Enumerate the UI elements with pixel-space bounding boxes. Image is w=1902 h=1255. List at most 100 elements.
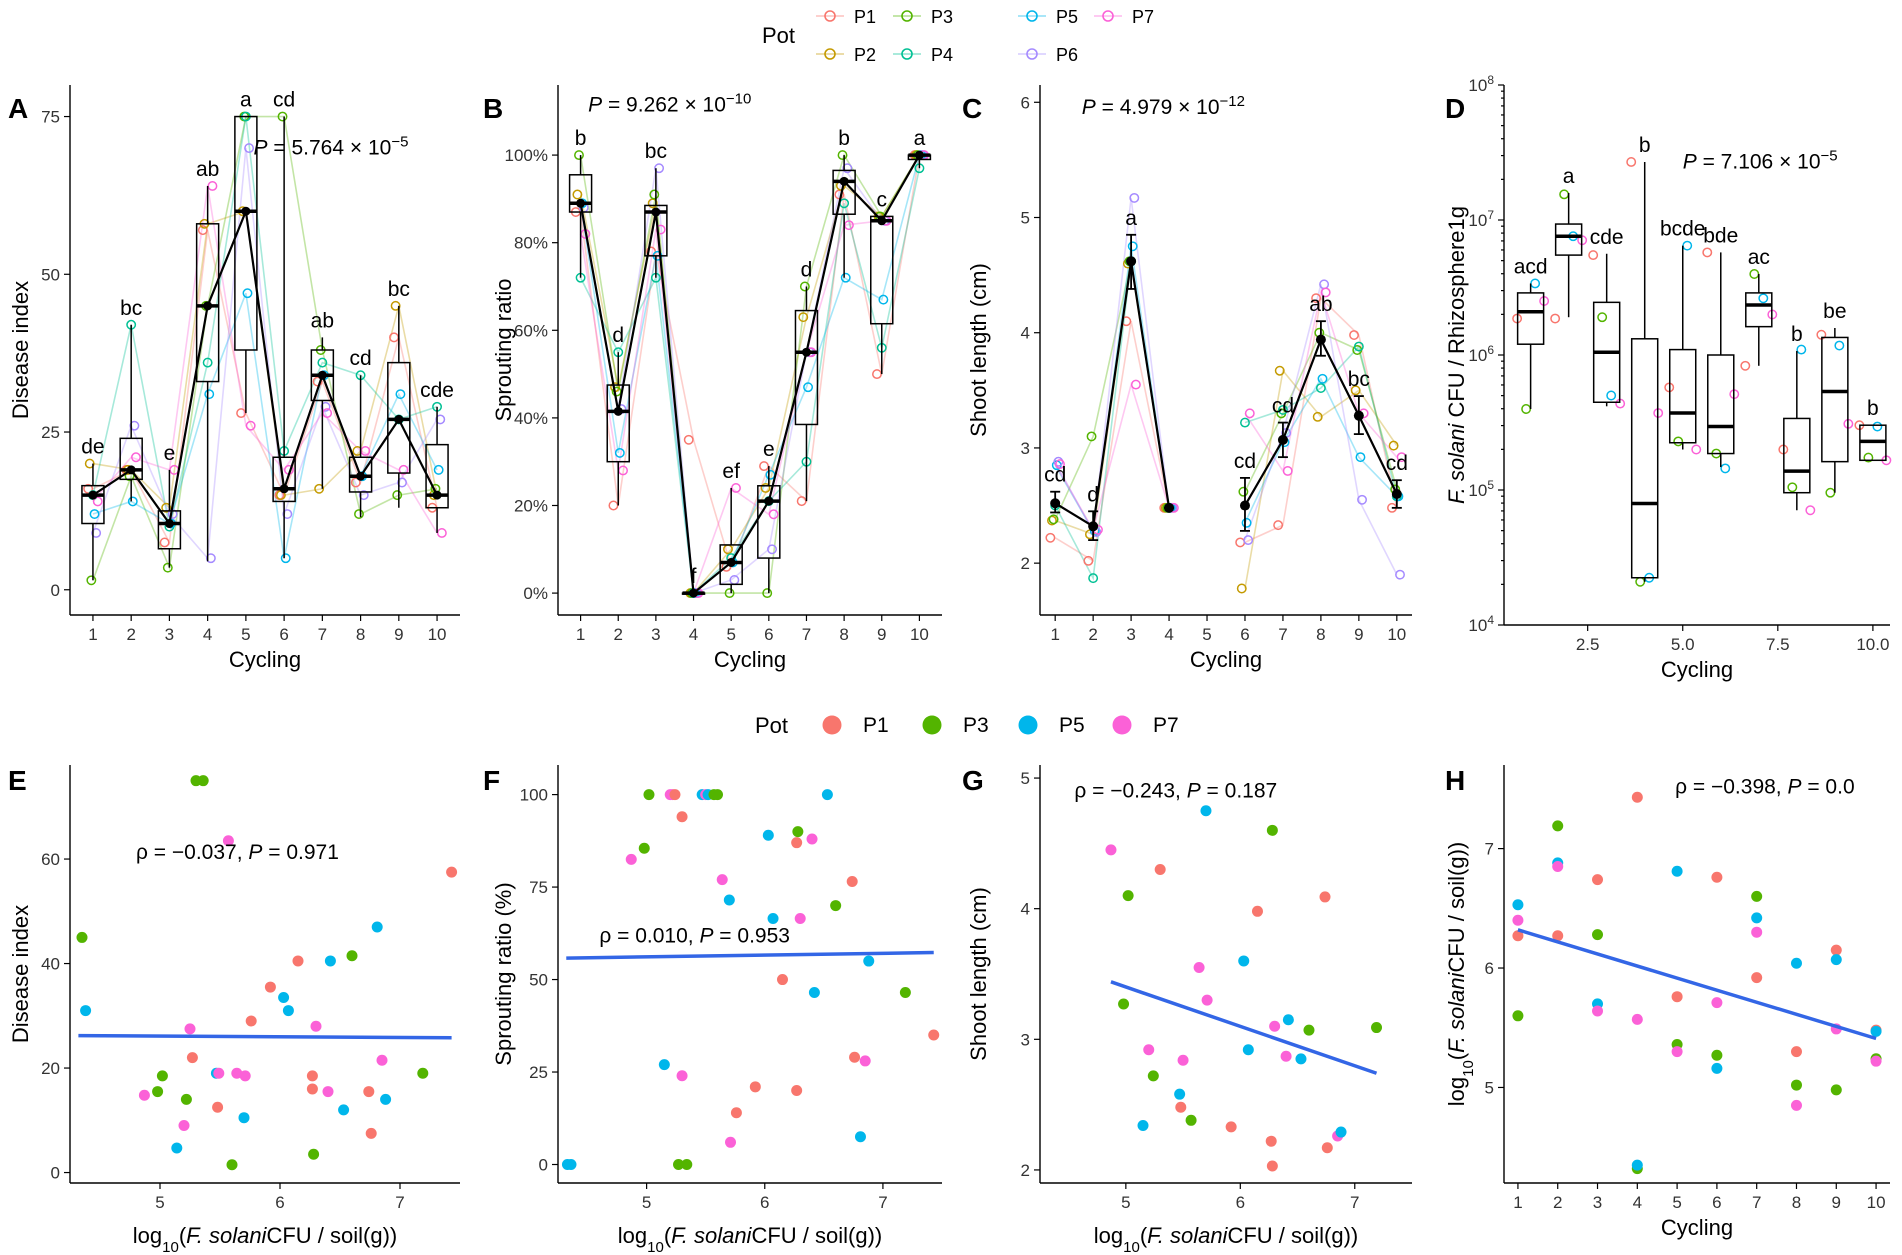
legend-label-p3: P3 (931, 7, 953, 27)
data-point-p4 (1277, 404, 1288, 415)
data-point-p6 (654, 163, 665, 174)
data-point-p1 (365, 1127, 377, 1139)
data-point-p5 (1834, 340, 1845, 351)
y-axis-title: F. solani CFU / Rhizosphere1g (1444, 206, 1469, 504)
y-tick-label: 60 (41, 850, 60, 869)
box-rect (644, 204, 668, 257)
data-point-p3 (1597, 312, 1608, 323)
legend-label-p7: P7 (1132, 7, 1154, 27)
panel-g: 5 6 7 2 3 4 5 log10(F. solaniCFU / soil(g)) Shoo… (962, 765, 1412, 1255)
data-point-p1 (312, 376, 323, 387)
data-point-p3 (197, 775, 209, 787)
data-point-p5 (1242, 1044, 1254, 1056)
data-point-p3 (1830, 1084, 1842, 1096)
data-point-p6 (767, 544, 777, 555)
mean-line (1244, 336, 1398, 507)
y-tick-label: 4 (1021, 324, 1030, 343)
data-point-p2 (84, 458, 95, 469)
legend-key-p2 (824, 48, 836, 60)
x-tick-label: 8 (356, 625, 365, 644)
data-point-p2 (572, 189, 583, 200)
data-point-p3 (1371, 1022, 1383, 1034)
data-point-p7 (676, 1070, 688, 1082)
data-point-p5 (1711, 1062, 1723, 1074)
y-tick-label: 50 (529, 971, 548, 990)
box-rect (425, 443, 449, 509)
data-point-p3 (1118, 998, 1130, 1010)
data-point-p5 (1335, 1126, 1347, 1138)
data-point-p3 (1521, 404, 1532, 414)
x-tick-label: 5.0 (1671, 635, 1695, 654)
correlation-annotation: ρ = −0.398, P = 0.0 (1675, 776, 1855, 799)
data-point-p3 (649, 189, 660, 200)
y-tick-label: 60% (514, 321, 548, 340)
data-point-p1 (928, 1029, 940, 1041)
data-point-p1 (1235, 537, 1246, 548)
data-point-p3 (86, 575, 97, 586)
data-point-p3 (1673, 436, 1684, 447)
data-point-p3 (712, 789, 724, 801)
y-tick-label: 106 (1468, 343, 1494, 365)
significance-letter: d (1087, 483, 1099, 506)
data-point-p1 (1671, 991, 1683, 1003)
data-point-p7 (1592, 1005, 1604, 1017)
data-point-p3 (1185, 1114, 1197, 1126)
box-rect (606, 384, 630, 463)
y-tick-label: 25 (529, 1063, 548, 1082)
legend-mid-title: Pot (755, 713, 788, 738)
data-point-p6 (842, 163, 853, 174)
data-point-p1 (1045, 532, 1056, 543)
legend-label-p6: P6 (1056, 45, 1078, 65)
legend-key-p3 (922, 715, 942, 735)
x-tick-label: 8 (1792, 1193, 1801, 1212)
data-point-p1 (1711, 871, 1723, 883)
legend-label-p1: P1 (854, 7, 876, 27)
data-point-p7 (1790, 1099, 1802, 1111)
data-point-p1 (683, 434, 694, 445)
data-point-p7 (1282, 466, 1293, 476)
data-point-p3 (1787, 482, 1798, 493)
data-point-p5 (854, 1131, 866, 1143)
correlation-annotation: ρ = −0.243, P = 0.187 (1074, 780, 1277, 803)
data-point-p7 (184, 1023, 196, 1035)
legend-top: Pot P1 P2 P3 P4 P5 P6 P7 (762, 7, 1154, 65)
data-point-p1 (1154, 864, 1166, 875)
data-point-p5 (338, 1104, 350, 1116)
data-point-p6 (358, 490, 369, 501)
data-point-p2 (760, 483, 771, 493)
y-tick-label: 100 (520, 786, 548, 805)
regression-line (566, 950, 934, 960)
data-point-p3 (1303, 1024, 1315, 1036)
data-point-p7 (1269, 1020, 1281, 1032)
data-point-p1 (1552, 930, 1564, 942)
y-tick-label: 75 (529, 878, 548, 897)
y-tick-label: 5 (1021, 209, 1030, 228)
significance-letter: d (612, 324, 624, 347)
mean-point (764, 496, 774, 506)
mean-point (1088, 521, 1099, 532)
y-tick-label: 20 (41, 1059, 60, 1078)
panel-f: 5 6 7 0 25 50 75 100 log10(F. solaniCFU / soil(g… (483, 765, 942, 1255)
pot-trace-p7 (1054, 381, 1170, 532)
data-point-p7 (1751, 926, 1763, 938)
data-point-p5 (282, 1005, 294, 1017)
data-point-p7 (655, 224, 666, 235)
panel-letter: B (483, 93, 503, 124)
panel-letter: A (8, 93, 28, 124)
y-tick-label: 108 (1468, 73, 1494, 95)
panel-letter: E (8, 765, 27, 796)
significance-letter: a (1125, 207, 1137, 230)
data-point-p7 (207, 181, 218, 191)
data-point-p3 (830, 900, 842, 912)
data-point-p7 (1711, 997, 1723, 1009)
panel-d: 2.5 5.0 7.5 10.0 104 105 106 107 108 Cycling F. so… (1444, 73, 1892, 682)
data-point-p5 (280, 553, 291, 564)
data-point-p5 (433, 464, 444, 475)
x-tick-label: 2 (126, 625, 135, 644)
data-point-p3 (1238, 486, 1249, 497)
data-point-p7 (178, 1120, 190, 1132)
data-point-p7 (725, 1136, 737, 1148)
pot-trace-p4 (92, 116, 438, 527)
data-point-p5 (1872, 421, 1883, 432)
correlation-annotation: ρ = −0.037, P = 0.971 (136, 841, 339, 864)
